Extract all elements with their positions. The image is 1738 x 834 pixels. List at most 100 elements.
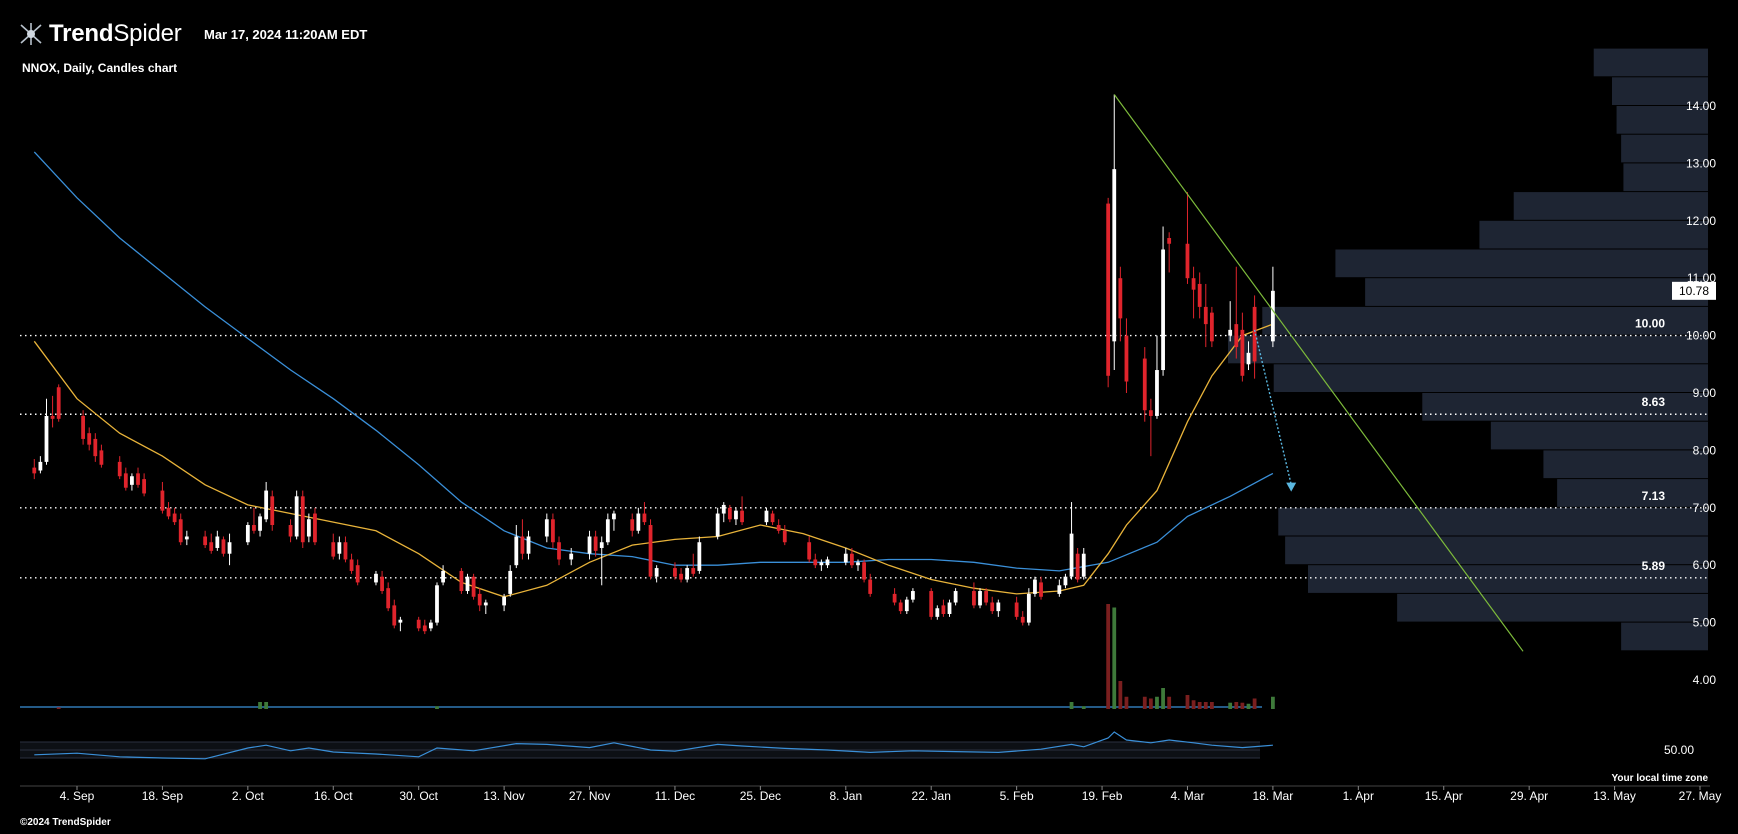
candle bbox=[288, 519, 293, 543]
candle-body bbox=[32, 467, 37, 474]
candle-body bbox=[630, 519, 635, 531]
candle bbox=[264, 481, 269, 523]
candle bbox=[648, 519, 653, 580]
time-tick-label: 4. Sep bbox=[60, 789, 95, 803]
candle bbox=[477, 588, 482, 612]
candle-body bbox=[142, 479, 147, 494]
candle-body bbox=[1118, 278, 1123, 319]
candle-body bbox=[654, 568, 659, 577]
candle-body bbox=[252, 525, 256, 531]
candle-body bbox=[1240, 329, 1245, 376]
candle-body bbox=[209, 542, 214, 551]
time-axis: 4. Sep 18. Sep 2. Oct 16. Oct 30. Oct 13. Nov… bbox=[20, 785, 1721, 803]
candle bbox=[306, 513, 311, 543]
volume-profile-bar bbox=[1285, 536, 1708, 565]
candle-body bbox=[1039, 582, 1043, 597]
volume-bar bbox=[56, 707, 61, 709]
candle bbox=[258, 513, 262, 537]
candle-body bbox=[374, 573, 378, 583]
time-tick-label: 5. Feb bbox=[1000, 789, 1034, 803]
candle bbox=[904, 596, 909, 614]
candle-body bbox=[166, 507, 171, 517]
candle bbox=[642, 502, 647, 526]
candle-body bbox=[313, 513, 317, 543]
candle-body bbox=[288, 525, 293, 537]
candle-body bbox=[1075, 553, 1080, 580]
volume-bar bbox=[1252, 698, 1257, 709]
candle bbox=[978, 588, 982, 609]
candle-body bbox=[557, 542, 561, 560]
candle bbox=[1075, 547, 1080, 583]
candle-body bbox=[136, 473, 140, 485]
candle-body bbox=[1112, 169, 1117, 342]
candle bbox=[1057, 579, 1062, 597]
candle-body bbox=[984, 591, 989, 603]
candle-body bbox=[1014, 602, 1019, 617]
candle bbox=[990, 596, 995, 614]
candle bbox=[599, 536, 604, 586]
candle-body bbox=[258, 516, 262, 531]
candle-body bbox=[1124, 335, 1129, 382]
oscillator-pane: 50.00 bbox=[20, 731, 1694, 760]
trendspider-logo: TrendSpider bbox=[18, 20, 182, 48]
candle bbox=[32, 459, 37, 480]
candle bbox=[544, 513, 549, 543]
candle-body bbox=[56, 387, 61, 419]
candle bbox=[825, 556, 830, 569]
candle bbox=[459, 568, 464, 594]
candle-body bbox=[203, 536, 208, 546]
candle-body bbox=[776, 525, 781, 531]
candle-body bbox=[398, 619, 403, 623]
volume-profile-bar bbox=[1593, 48, 1708, 77]
volume-bar bbox=[1148, 698, 1153, 709]
volume-profile-bar bbox=[1490, 421, 1708, 450]
volume-bar bbox=[1112, 607, 1117, 709]
candle-body bbox=[935, 608, 940, 617]
candle-body bbox=[160, 490, 165, 511]
candle bbox=[898, 599, 903, 614]
candle-body bbox=[386, 588, 391, 609]
candle bbox=[294, 490, 299, 540]
volume-bar bbox=[1161, 688, 1165, 709]
candle-body bbox=[972, 591, 976, 606]
oscillator-tick-label: 50.00 bbox=[1664, 743, 1694, 757]
candle bbox=[117, 456, 122, 480]
candle-body bbox=[996, 602, 1001, 612]
candle bbox=[984, 588, 989, 606]
candle-body bbox=[1063, 576, 1068, 586]
candle bbox=[776, 519, 781, 534]
candle bbox=[636, 507, 641, 534]
candle bbox=[1234, 266, 1239, 359]
candle bbox=[178, 513, 183, 546]
candle-body bbox=[465, 576, 470, 592]
candle bbox=[935, 605, 940, 620]
time-tick-label: 13. Nov bbox=[483, 789, 524, 803]
candle-body bbox=[685, 568, 690, 580]
candle-body bbox=[227, 542, 232, 554]
candle-body bbox=[911, 591, 915, 600]
candle-body bbox=[502, 596, 506, 606]
candle-body bbox=[483, 602, 488, 606]
candle bbox=[313, 507, 317, 546]
candle-body bbox=[691, 568, 696, 574]
candle bbox=[56, 384, 61, 422]
time-tick-label: 19. Feb bbox=[1082, 789, 1123, 803]
price-tick-label: 12.00 bbox=[1686, 214, 1716, 228]
time-tick-label: 27. Nov bbox=[569, 789, 610, 803]
volume-bar bbox=[1167, 696, 1172, 709]
volume-profile-bar bbox=[1513, 192, 1708, 220]
candle-body bbox=[593, 536, 598, 551]
candle-body bbox=[862, 562, 866, 580]
candle-body bbox=[1203, 306, 1208, 325]
candle bbox=[947, 599, 952, 617]
candle-body bbox=[221, 539, 226, 554]
volume-bar bbox=[1246, 703, 1251, 709]
volume-bar bbox=[1191, 700, 1196, 709]
candle-body bbox=[673, 568, 677, 577]
volume-profile-bar bbox=[1262, 306, 1708, 335]
candle-body bbox=[648, 525, 653, 577]
candle-body bbox=[294, 496, 299, 537]
volume-profile-bar bbox=[1623, 163, 1708, 192]
candle-body bbox=[544, 519, 549, 537]
